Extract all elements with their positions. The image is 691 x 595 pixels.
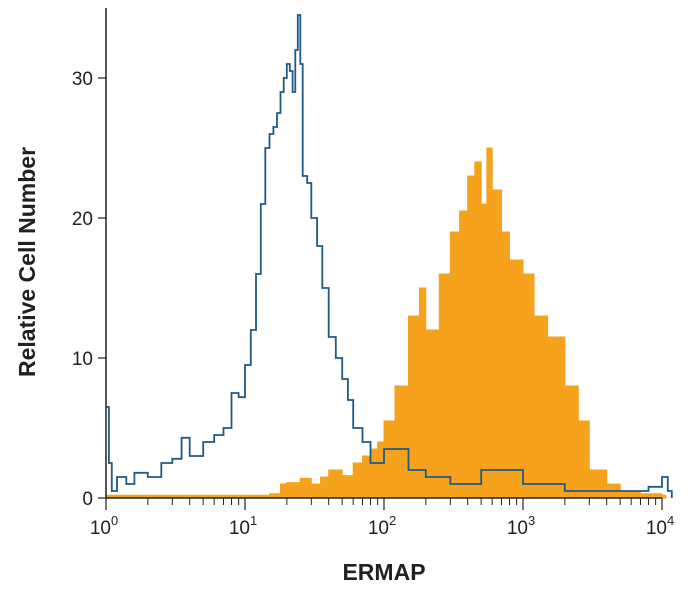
y-axis-title: Relative Cell Number	[14, 147, 40, 377]
x-tick-label: 103	[507, 513, 535, 539]
x-ticks: 100 101 102 103 104	[90, 498, 674, 539]
series-outline-histogram	[106, 14, 673, 498]
y-tick-label: 10	[72, 349, 93, 370]
x-axis-title: ERMAP	[342, 559, 425, 585]
x-tick-label: 101	[229, 513, 257, 539]
series-layer	[105, 14, 673, 499]
x-tick-label: 102	[368, 513, 396, 539]
x-tick-label: 104	[646, 513, 674, 539]
y-tick-label: 20	[72, 209, 93, 230]
y-tick-label: 30	[72, 69, 93, 90]
x-tick-label: 100	[90, 513, 118, 539]
y-tick-label: 0	[82, 489, 93, 510]
y-ticks: 0 10 20 30	[72, 69, 106, 510]
series-filled-histogram	[105, 147, 667, 499]
